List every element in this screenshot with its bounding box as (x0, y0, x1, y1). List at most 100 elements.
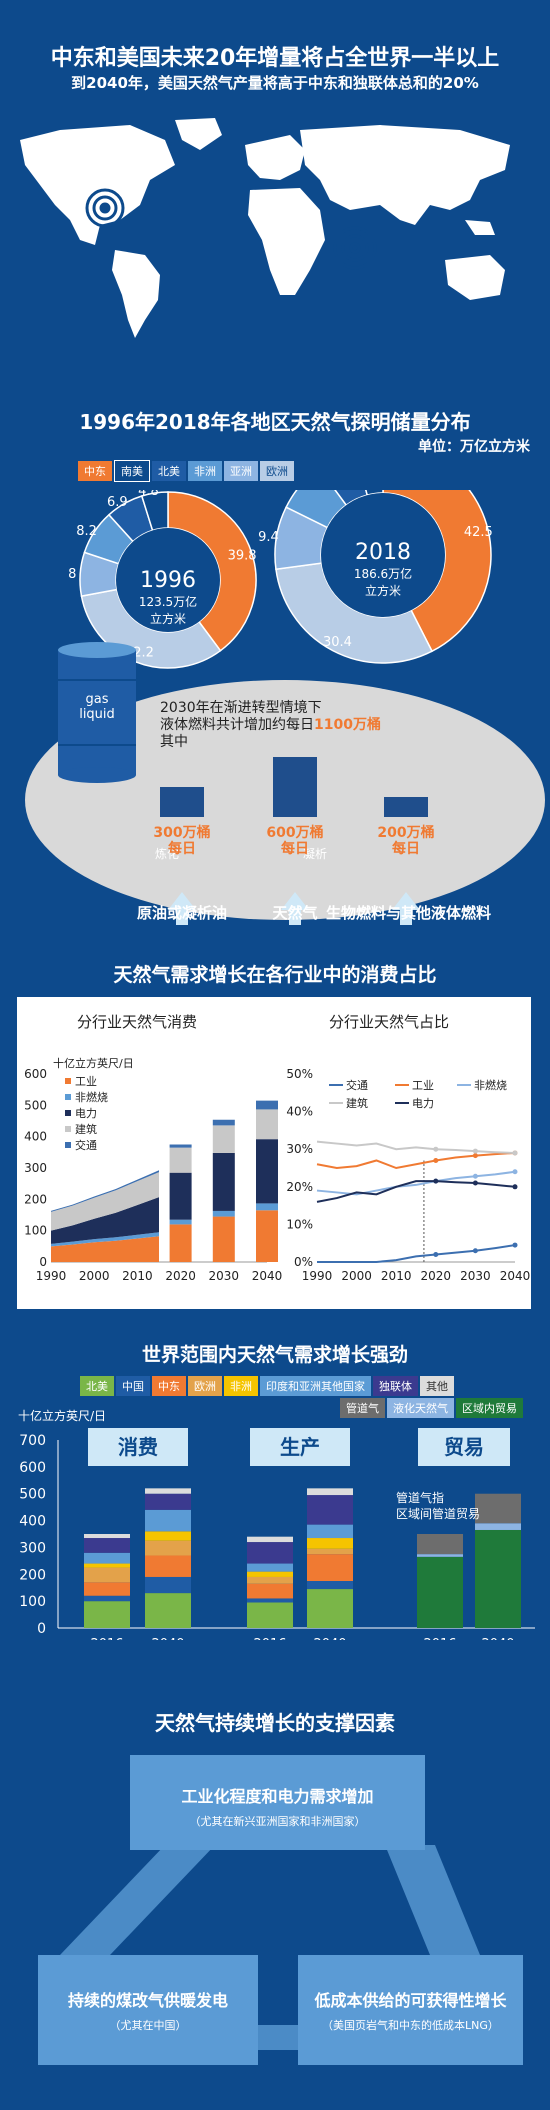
left-ytick-600: 600 (24, 1067, 47, 1081)
trade-note-1: 管道气指 (396, 1491, 445, 1505)
reserves-legend: 中东 南美 北美 非洲 亚洲 欧洲 (78, 460, 296, 482)
bar-2030-建筑 (212, 1125, 235, 1153)
bar-2040-交通 (256, 1100, 278, 1110)
reserves-title: 1996年2018年各地区天然气探明储量分布 (79, 410, 471, 434)
target-middle-east-icon (333, 226, 377, 270)
line-建筑 (316, 1140, 516, 1154)
donut-2018-hole (321, 493, 445, 617)
left-xtick-2030: 2030 (209, 1269, 240, 1283)
demand-bar-0-欧洲 (84, 1567, 130, 1583)
sector-left-title: 分行业天然气消费 (77, 1013, 198, 1031)
left-xtick-2010: 2010 (122, 1269, 153, 1283)
point-工业-2020 (433, 1157, 439, 1163)
demand-bar-1-其他 (145, 1488, 191, 1494)
left-legend-swatch-2 (65, 1110, 71, 1116)
demand-bar-5-液化天然气 (475, 1523, 521, 1530)
right-legend-1: 工业 (412, 1079, 434, 1092)
group-consumption-label: 消费 (88, 1428, 188, 1466)
liquid-fuel-panel (25, 642, 545, 925)
donut-1996-label-2: 8 (68, 567, 76, 582)
demand-bar-3-欧洲 (307, 1548, 353, 1555)
sector-right-title: 分行业天然气占比 (329, 1013, 450, 1031)
factor-left: 持续的煤改气供暖发电 （尤其在中国） (38, 1955, 258, 2065)
liquid-note-post: 其中 (160, 734, 188, 750)
demand-bar-0-其他 (84, 1534, 130, 1539)
left-xtick-2000: 2000 (79, 1269, 110, 1283)
map-greenland (175, 118, 222, 150)
donut-2018-total-1: 186.6万亿 (353, 567, 413, 581)
left-ytick-200: 200 (24, 1192, 47, 1206)
liquid-bar-label-1: 600万桶 每日 (266, 825, 324, 857)
right-ytick-0: 0% (294, 1255, 313, 1269)
demand-bar-1-独联体 (145, 1493, 191, 1510)
world-map (20, 118, 510, 338)
demand-bar-2-印度和亚洲其他国家 (247, 1563, 293, 1572)
liquid-source-0: 原油或凝析油 (136, 904, 227, 922)
right-ytick-10: 10% (286, 1217, 313, 1231)
donut-2018-total-2: 立方米 (364, 584, 401, 598)
liquid-bar-label-0: 300万桶 每日 (153, 825, 211, 857)
donut-1996-label-5: 4.8 (138, 490, 159, 499)
left-xtick-2020: 2020 (165, 1269, 196, 1283)
left-legend-swatch-3 (65, 1126, 71, 1132)
right-legend-2: 非燃烧 (474, 1078, 507, 1092)
demand-ytick-0: 0 (37, 1621, 46, 1637)
sector-left-unit: 十亿立方英尺/日 (53, 1057, 134, 1070)
demand-ytick-500: 500 (19, 1487, 46, 1503)
right-ytick-50: 50% (286, 1067, 313, 1081)
left-ytick-400: 400 (24, 1130, 47, 1144)
area-工业 (51, 1236, 159, 1262)
factor-left-main: 持续的煤改气供暖发电 (67, 1991, 228, 2010)
area-建筑 (51, 1172, 159, 1231)
demand-ytick-200: 200 (19, 1567, 46, 1583)
demand-bar-2-中国 (247, 1598, 293, 1603)
demand-bar-0-非洲 (84, 1563, 130, 1568)
left-ytick-0: 0 (39, 1255, 47, 1269)
donut-2018-label-2: 9.4 (258, 530, 279, 545)
bar-2020-交通 (169, 1144, 192, 1148)
demand-ytick-400: 400 (19, 1514, 46, 1530)
sector-panel: 分行业天然气消费 分行业天然气占比 十亿立方英尺/日 0 100 200 300 400… (17, 997, 531, 1309)
demand-bar-0-印度和亚洲其他国家 (84, 1552, 130, 1564)
donut-2018-label-0: 42.5 (464, 525, 493, 540)
bar-2030-非燃烧 (212, 1210, 235, 1217)
right-xtick-2020: 2020 (421, 1269, 452, 1283)
barrel-label-1: gas (85, 692, 109, 707)
reserves-unit: 单位：万亿立方米 (418, 439, 530, 455)
factor-top: 工业化程度和电力需求增加 （尤其在新兴亚洲国家和非洲国家） (130, 1755, 425, 1850)
factor-right-main: 低成本供给的可获得性增长 (314, 1991, 507, 2010)
right-xtick-2040: 2040 (500, 1269, 531, 1283)
point-建筑-2040 (512, 1150, 518, 1156)
demand-legend-region-4: 非洲 (224, 1376, 258, 1396)
right-xtick-2030: 2030 (460, 1269, 491, 1283)
legend-asia: 亚洲 (224, 461, 258, 481)
demand-legend-trade-0: 管道气 (340, 1398, 385, 1418)
line-工业 (316, 1151, 516, 1170)
demand-legend-regions: 北美 中国 中东 欧洲 非洲 印度和亚洲其他国家 独联体 其他 (80, 1375, 456, 1396)
left-legend-1: 非燃烧 (75, 1090, 108, 1104)
demand-ytick-100: 100 (19, 1594, 46, 1610)
donut-2018-year: 2018 (355, 540, 411, 565)
demand-legend-trade: 管道气 液化天然气 区域内贸易 (340, 1397, 525, 1418)
point-电力-2020 (433, 1178, 439, 1184)
demand-unit: 十亿立方英尺/日 (18, 1409, 107, 1423)
bar-2020-非燃烧 (169, 1219, 192, 1225)
demand-ytick-600: 600 (19, 1460, 46, 1476)
left-legend-swatch-4 (65, 1142, 71, 1148)
map-south-america (112, 250, 160, 338)
demand-bar-5-管道气 (475, 1493, 521, 1524)
right-legend-3: 建筑 (346, 1096, 368, 1110)
legend-north-america: 北美 (152, 461, 186, 481)
donut-1996-total-1: 123.5万亿 (138, 595, 198, 609)
factor-right: 低成本供给的可获得性增长 （美国页岩气和中东的低成本LNG） (298, 1955, 523, 2065)
liquid-bar-2 (384, 797, 428, 817)
map-africa (248, 188, 325, 295)
left-legend-3: 建筑 (75, 1122, 97, 1136)
barrel-icon (58, 642, 136, 783)
demand-legend-trade-1: 液化天然气 (387, 1398, 454, 1418)
demand-bar-5-区域内贸易 (475, 1529, 521, 1628)
point-交通-2020 (433, 1251, 439, 1257)
right-xtick-2010: 2010 (381, 1269, 412, 1283)
demand-bar-2-欧洲 (247, 1576, 293, 1584)
right-ytick-30: 30% (286, 1142, 313, 1156)
